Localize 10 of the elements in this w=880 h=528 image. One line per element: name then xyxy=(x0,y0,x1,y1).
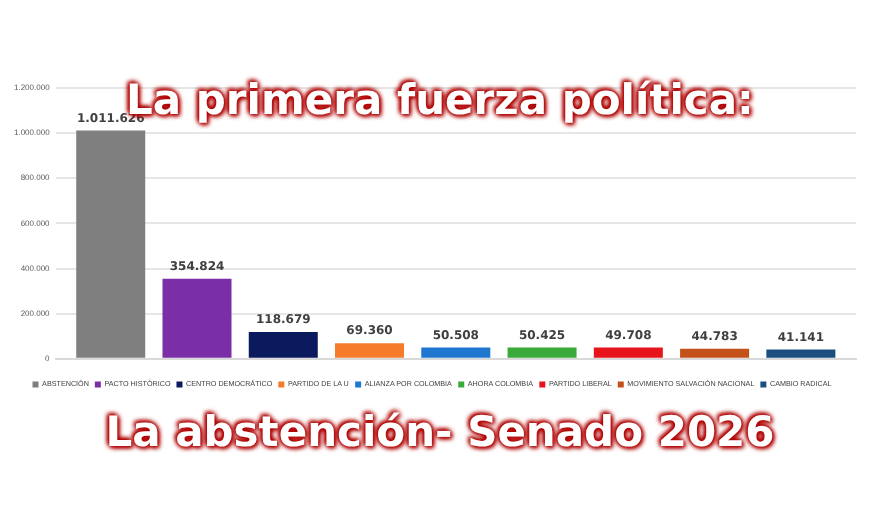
bar xyxy=(162,278,232,358)
bar xyxy=(421,347,491,358)
bar xyxy=(76,130,146,358)
bar xyxy=(248,332,318,358)
bar xyxy=(507,347,577,358)
bar xyxy=(335,343,405,358)
text: La abstención- Senado 2026 xyxy=(102,408,779,456)
bar xyxy=(680,348,750,358)
bar xyxy=(766,349,836,358)
bar xyxy=(593,347,663,358)
